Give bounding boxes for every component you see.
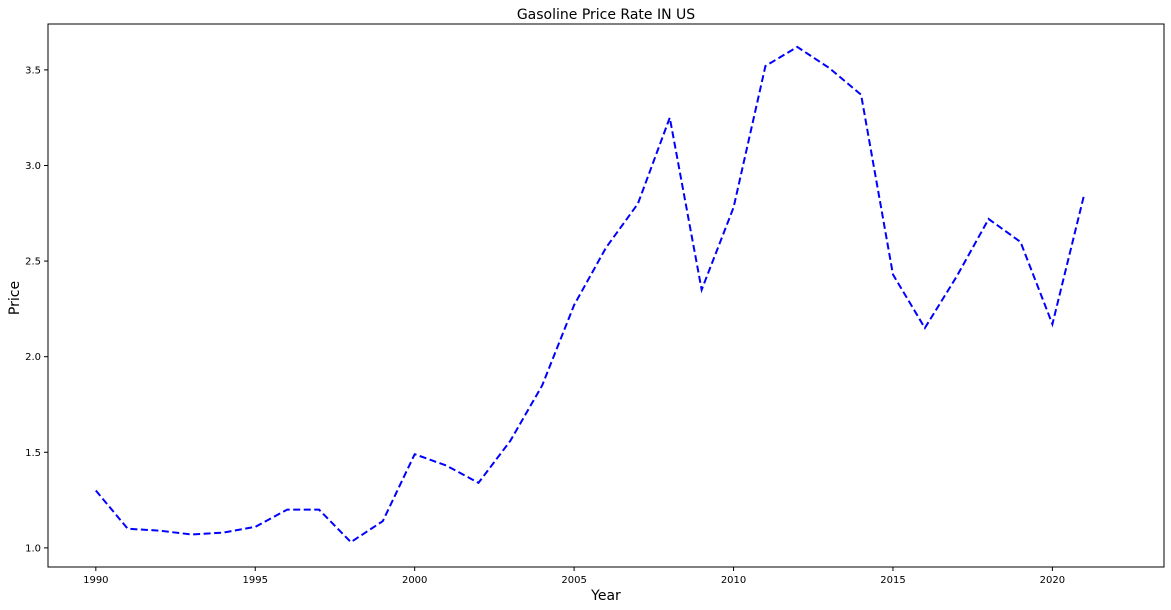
- y-tick-label: 1.0: [25, 543, 41, 554]
- x-tick-label: 2020: [1040, 575, 1065, 586]
- y-tick-label: 3.0: [25, 161, 41, 172]
- x-tick-label: 1995: [243, 575, 268, 586]
- y-tick-label: 2.0: [25, 352, 41, 363]
- x-tick-label: 2000: [402, 575, 427, 586]
- y-axis-label: Price: [7, 281, 23, 315]
- x-axis-label: Year: [590, 588, 621, 604]
- x-tick-label: 2005: [561, 575, 586, 586]
- x-tick-label: 2015: [880, 575, 905, 586]
- y-tick-label: 1.5: [25, 448, 41, 459]
- y-axis: 1.0 1.5 2.0 2.5 3.0 3.5: [25, 65, 48, 554]
- x-tick-label: 1990: [83, 575, 108, 586]
- plot-area: [47, 23, 1165, 568]
- x-axis: 1990 1995 2000 2005 2010 2015 2020: [83, 567, 1065, 586]
- y-tick-label: 2.5: [25, 257, 41, 268]
- series-line: [95, 45, 1086, 544]
- chart-title: Gasoline Price Rate IN US: [517, 7, 695, 23]
- y-tick-label: 3.5: [25, 65, 41, 76]
- x-tick-label: 2010: [721, 575, 746, 586]
